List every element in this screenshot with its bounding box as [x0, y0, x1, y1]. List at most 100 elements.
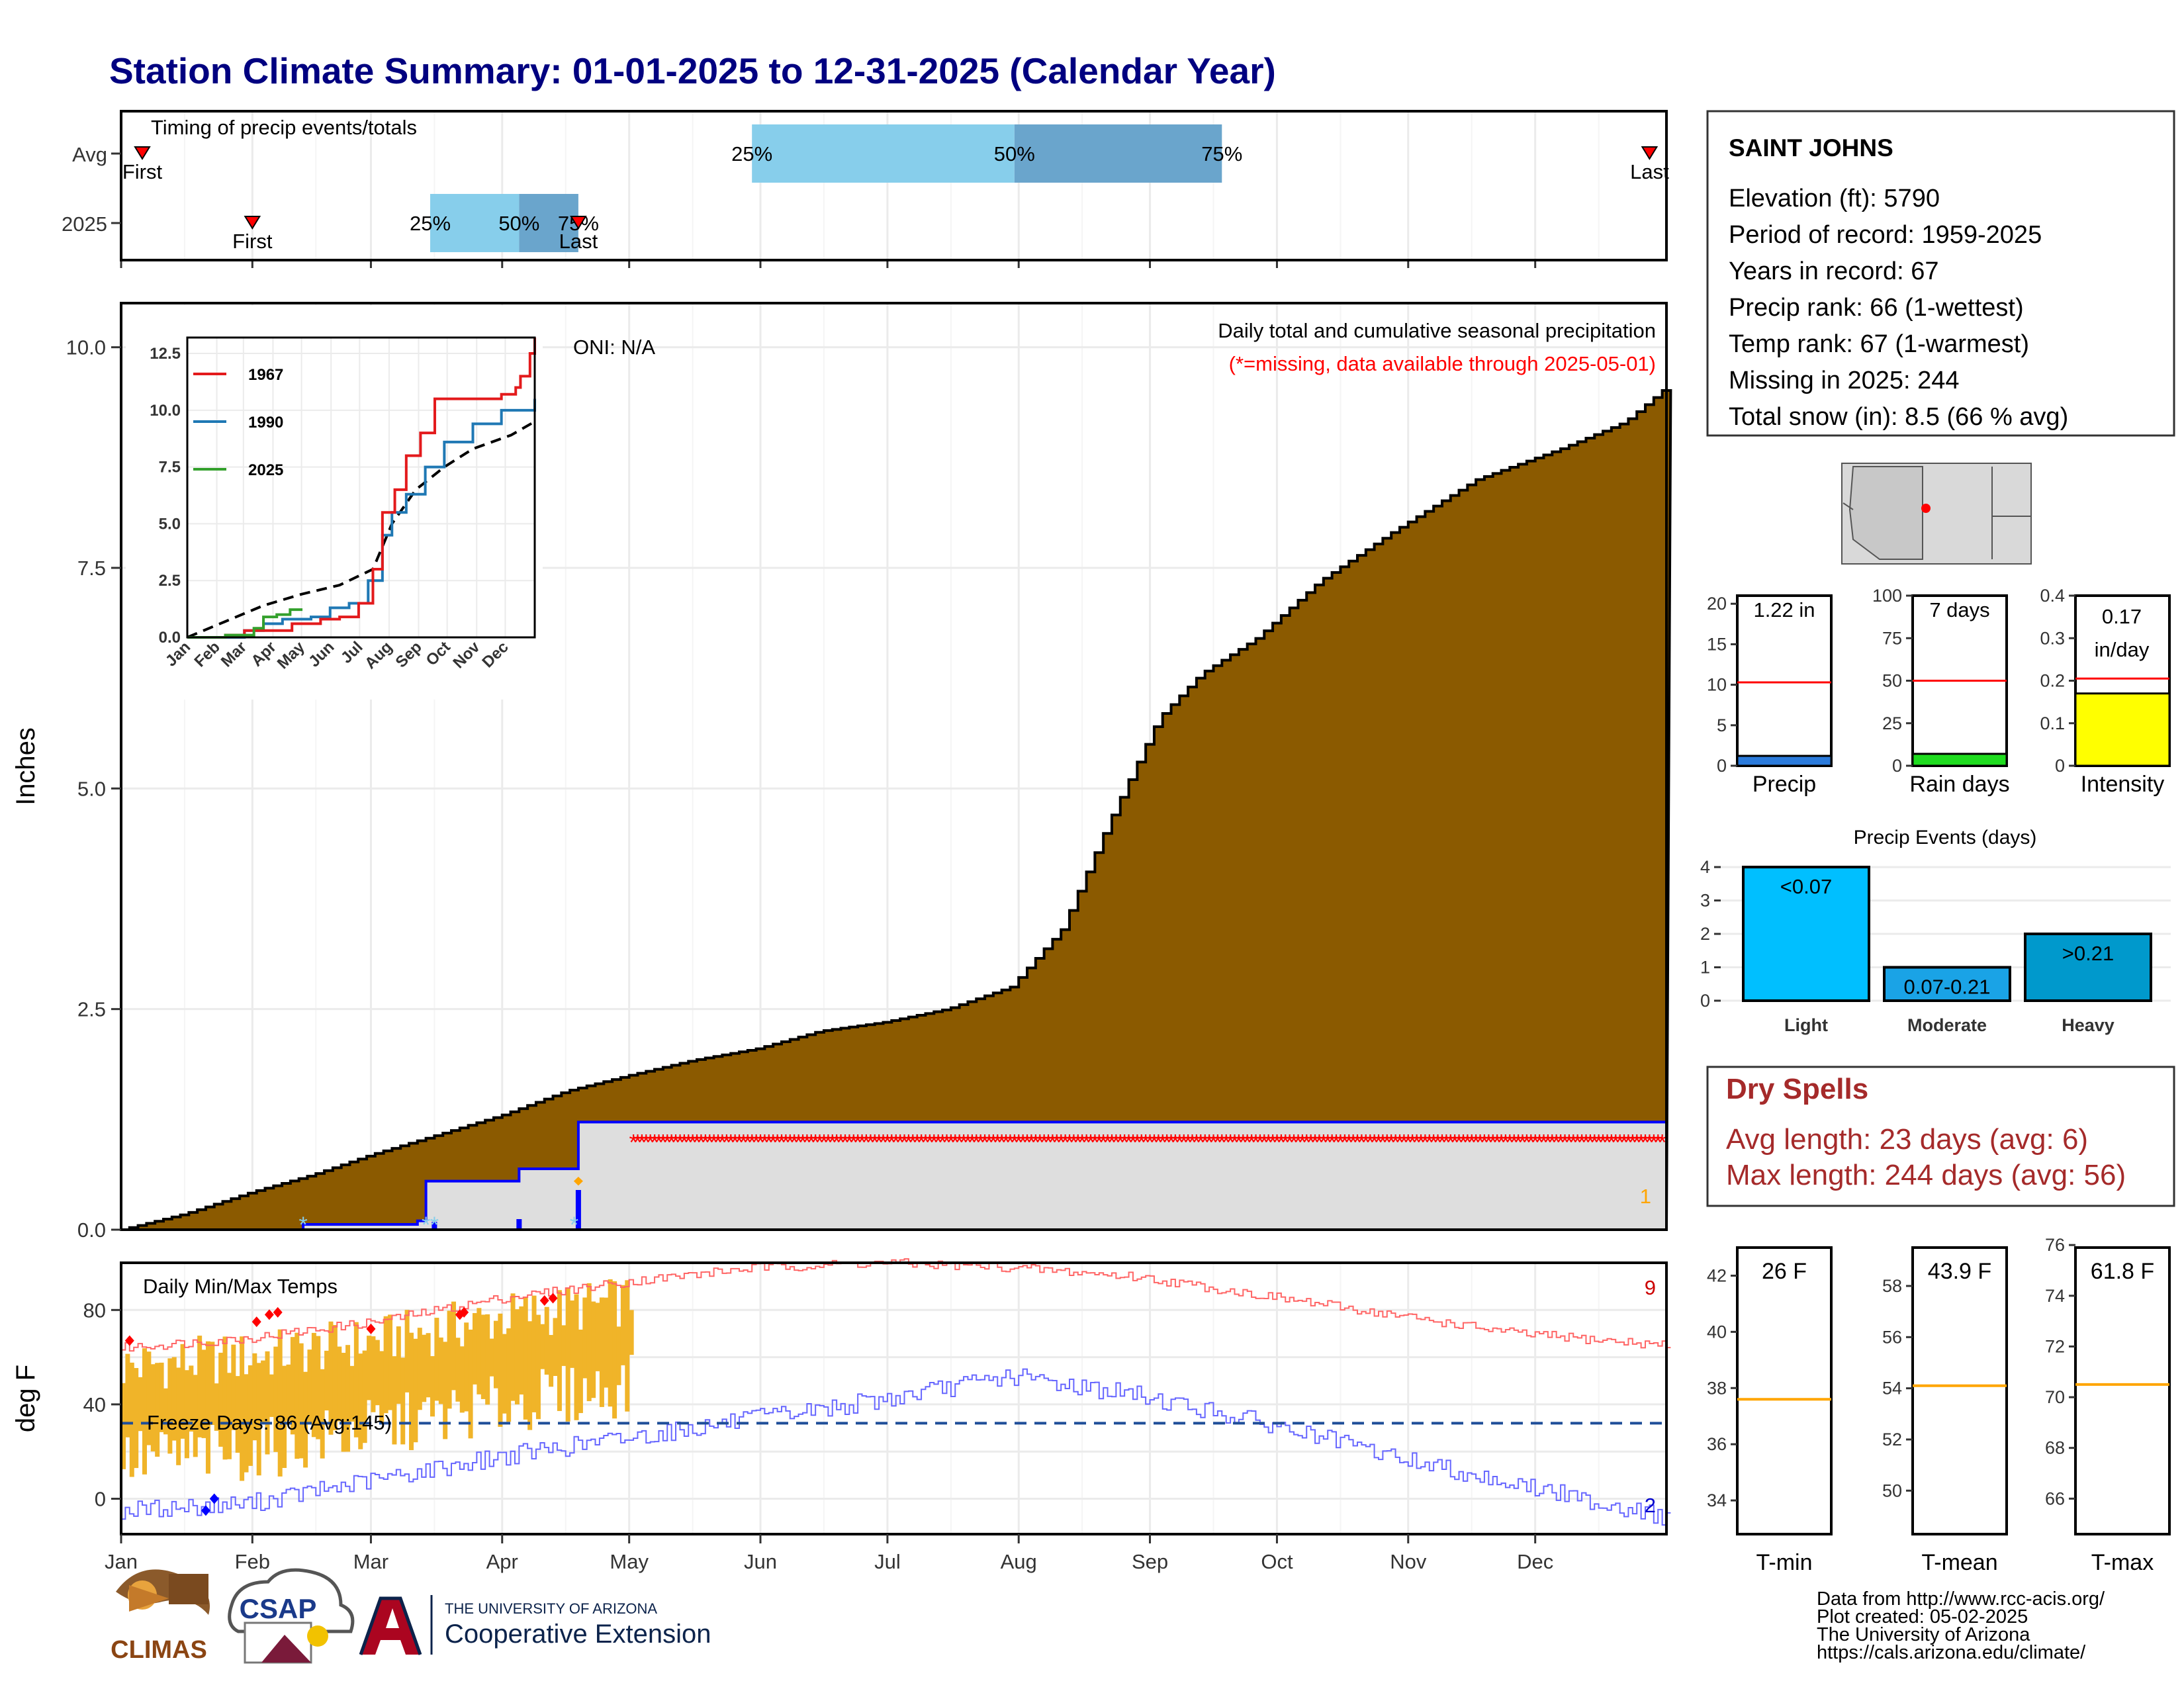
- daily-temp-bar: [604, 1297, 609, 1388]
- daily-temp-bar: [586, 1283, 592, 1402]
- missing-marker: *: [1649, 1130, 1658, 1156]
- missing-marker: *: [811, 1130, 820, 1156]
- daily-temp-bar: [561, 1325, 567, 1366]
- missing-marker: *: [1107, 1130, 1116, 1156]
- missing-marker: *: [1031, 1130, 1040, 1156]
- missing-marker: *: [1569, 1130, 1578, 1156]
- missing-marker: *: [1234, 1130, 1243, 1156]
- inset-legend-label: 2025: [248, 461, 283, 479]
- missing-marker: *: [1577, 1130, 1586, 1156]
- credit-line: https://cals.arizona.edu/climate/: [1817, 1642, 2086, 1663]
- daily-temp-bar: [582, 1297, 588, 1379]
- missing-marker: *: [993, 1130, 1002, 1156]
- missing-marker: *: [1658, 1130, 1666, 1156]
- missing-marker: *: [1641, 1130, 1649, 1156]
- daily-temp-bar: [404, 1310, 410, 1393]
- inset-ytick-label: 0.0: [159, 629, 181, 647]
- mini-chart-bar: [1736, 754, 1833, 767]
- daily-temp-bar: [447, 1310, 452, 1409]
- daily-temp-bar: [353, 1322, 359, 1438]
- missing-marker: *: [1015, 1130, 1023, 1156]
- missing-marker: *: [667, 1130, 676, 1156]
- timing-bar-upper: [1014, 124, 1222, 183]
- missing-marker: *: [1387, 1130, 1396, 1156]
- missing-marker: *: [1370, 1130, 1379, 1156]
- missing-marker: *: [1345, 1130, 1353, 1156]
- missing-marker: *: [637, 1130, 646, 1156]
- missing-marker: *: [930, 1130, 938, 1156]
- missing-marker: *: [688, 1130, 697, 1156]
- missing-marker: *: [1476, 1130, 1484, 1156]
- daily-temp-bar: [295, 1332, 300, 1459]
- missing-marker: *: [946, 1130, 955, 1156]
- missing-marker: *: [1315, 1130, 1324, 1156]
- missing-marker: *: [1103, 1130, 1112, 1156]
- temp-box-name: T-min: [1756, 1550, 1813, 1575]
- daily-temp-bar: [553, 1318, 558, 1376]
- missing-marker: *: [1150, 1130, 1158, 1156]
- missing-marker: *: [680, 1130, 688, 1156]
- mini-chart-tick-label: 20: [1707, 594, 1727, 614]
- daily-temp-bar: [422, 1334, 427, 1402]
- missing-marker: *: [1463, 1130, 1472, 1156]
- daily-temp-bar: [434, 1318, 439, 1401]
- month-label: May: [610, 1550, 649, 1573]
- missing-marker: *: [709, 1130, 718, 1156]
- missing-marker: *: [828, 1130, 837, 1156]
- daily-temp-bar: [413, 1338, 418, 1443]
- daily-temp-bar: [523, 1297, 528, 1420]
- missing-marker: *: [743, 1130, 752, 1156]
- missing-marker: *: [1374, 1130, 1383, 1156]
- missing-marker: *: [819, 1130, 828, 1156]
- max-event-marker: [573, 1177, 583, 1186]
- missing-marker: *: [976, 1130, 985, 1156]
- daily-temp-bar: [180, 1344, 185, 1439]
- missing-marker: *: [1222, 1130, 1230, 1156]
- missing-marker: *: [1209, 1130, 1218, 1156]
- mini-chart-value-label: 7 days: [1929, 598, 1989, 621]
- dry-spells-title: Dry Spells: [1726, 1073, 1868, 1105]
- missing-marker: *: [1268, 1130, 1277, 1156]
- missing-marker: *: [777, 1130, 786, 1156]
- missing-marker: *: [1001, 1130, 1010, 1156]
- missing-marker: *: [1467, 1130, 1476, 1156]
- missing-marker: *: [1430, 1130, 1438, 1156]
- missing-marker: *: [1251, 1130, 1260, 1156]
- daily-temp-bar: [438, 1337, 443, 1404]
- missing-marker: *: [1624, 1130, 1633, 1156]
- missing-marker: *: [1535, 1130, 1543, 1156]
- temp-box-tick-label: 66: [2045, 1488, 2065, 1508]
- missing-marker: *: [1163, 1130, 1171, 1156]
- precip-ylabel: Inches: [11, 727, 40, 805]
- missing-marker: *: [1522, 1130, 1531, 1156]
- mini-chart-2: 0 0.1 0.2 0.3 0.4 Intensity: [2040, 586, 2171, 797]
- missing-marker: *: [1361, 1130, 1370, 1156]
- temp-box-frame: [2074, 1246, 2171, 1535]
- missing-marker: *: [1133, 1130, 1142, 1156]
- month-label: Jul: [874, 1550, 901, 1573]
- daily-temp-bar: [417, 1328, 422, 1410]
- daily-temp-bar: [235, 1376, 240, 1453]
- daily-temp-bar: [531, 1295, 537, 1412]
- dry-spells-avg: Avg length: 23 days (avg: 6): [1726, 1123, 2088, 1156]
- temperature-boxes: 34 36 38 40 42 26 F T-min 50 52 54 56 58 43.9 F T-mea…: [1707, 1235, 2171, 1575]
- mini-charts: 0 5 10 15 20 1.22 in Precip 0 25 50 75 100 7 days Rai…: [1707, 586, 2171, 797]
- daily-temp-bar: [574, 1294, 579, 1420]
- missing-marker: *: [1061, 1130, 1069, 1156]
- missing-marker: *: [692, 1130, 701, 1156]
- daily-temp-bar: [477, 1308, 482, 1394]
- avg-cumulative-area: [121, 389, 1672, 1231]
- temp-box-value-label: 43.9 F: [1928, 1259, 1991, 1284]
- missing-marker: *: [1294, 1130, 1302, 1156]
- missing-marker: *: [1594, 1130, 1603, 1156]
- record-high-marker: [459, 1306, 469, 1318]
- missing-marker: *: [1192, 1130, 1201, 1156]
- daily-temp-bar: [345, 1345, 351, 1452]
- missing-marker: *: [684, 1130, 693, 1156]
- station-info: SAINT JOHNS Elevation (ft): 5790 Period …: [1706, 110, 2175, 437]
- missing-marker: *: [1488, 1130, 1497, 1156]
- missing-marker: *: [1619, 1130, 1628, 1156]
- oni-label: ONI: N/A: [573, 336, 655, 359]
- missing-marker: *: [1408, 1130, 1417, 1156]
- missing-marker: *: [938, 1130, 946, 1156]
